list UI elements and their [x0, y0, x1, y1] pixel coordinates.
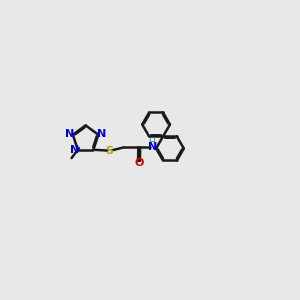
- Text: N: N: [65, 129, 74, 139]
- Text: N: N: [70, 145, 80, 155]
- Text: S: S: [106, 146, 114, 156]
- Text: N: N: [148, 142, 157, 152]
- Text: N: N: [97, 129, 106, 139]
- Text: O: O: [134, 158, 144, 168]
- Text: H: H: [148, 138, 155, 147]
